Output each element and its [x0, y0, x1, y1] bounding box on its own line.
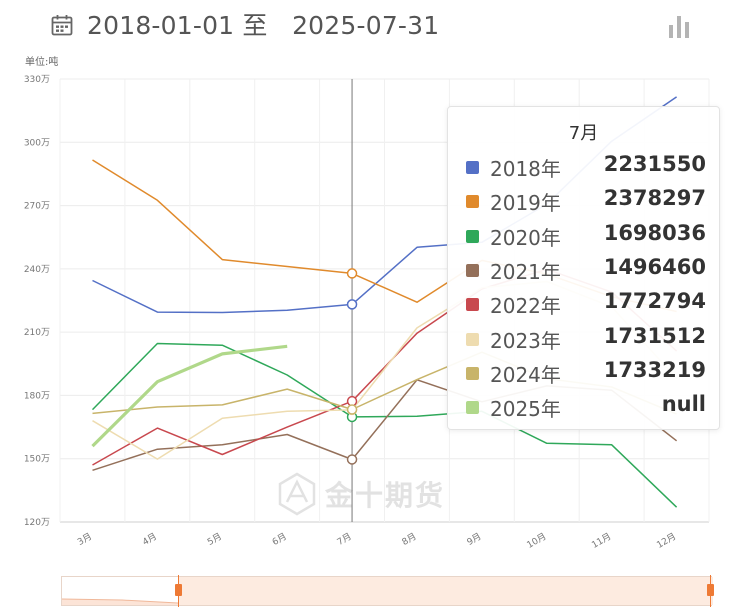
y-tick-label: 240万 [24, 265, 50, 275]
tooltip-series-value: 1698036 [603, 220, 706, 245]
y-tick-label: 300万 [24, 138, 50, 148]
tooltip-row: 2019年 2378297 [466, 185, 706, 215]
y-tick-label: 120万 [24, 518, 50, 528]
tooltip-series-value: null [661, 392, 706, 417]
x-tick-label: 3月 [76, 531, 94, 548]
slider-handle-left[interactable] [175, 575, 182, 607]
y-tick-label: 180万 [24, 391, 50, 401]
series-point [346, 454, 358, 465]
tooltip-series-name: 2021年 [490, 259, 561, 284]
tooltip-series-name: 2018年 [490, 157, 561, 181]
series-point [346, 299, 358, 310]
x-tick-label: 12月 [655, 531, 678, 551]
tooltip-row: 2023年 1731512 [466, 323, 706, 353]
zoom-slider[interactable] [61, 575, 714, 607]
tooltip-series-value: 1733219 [603, 357, 706, 382]
unit-label: 单位:吨 [25, 57, 59, 68]
legend-swatch [466, 195, 479, 209]
tooltip-series-name: 2025年 [490, 397, 561, 422]
tooltip-series-name: 2023年 [490, 328, 561, 353]
x-tick-label: 9月 [465, 531, 483, 548]
tooltip-series-value: 1731512 [603, 323, 706, 348]
date-range-label[interactable]: 2018-01-01 至 2025-07-31 [87, 11, 440, 40]
tooltip-series-value: 1772794 [603, 289, 706, 314]
calendar-icon[interactable] [51, 14, 73, 36]
tooltip-row: 2018年 2231550 [466, 151, 706, 181]
highlight-markers [346, 268, 358, 465]
tooltip-series-value: 2378297 [603, 186, 706, 211]
tooltip-row: 2025年 null [466, 391, 706, 421]
tooltip-series-name: 2020年 [490, 225, 561, 250]
tooltip-row: 2020年 1698036 [466, 220, 706, 250]
bar-chart-icon[interactable] [667, 13, 691, 39]
legend-swatch [466, 366, 479, 380]
tooltip-series-name: 2022年 [490, 294, 561, 319]
tooltip-title: 7月 [568, 123, 599, 144]
chart-header: 2018-01-01 至 2025-07-31 [0, 0, 741, 50]
y-tick-label: 330万 [24, 75, 50, 85]
y-tick-label: 270万 [24, 202, 50, 212]
x-tick-label: 6月 [270, 531, 288, 548]
series-line [91, 342, 678, 508]
tooltip: 7月 2018年 2231550 2019年 2378297 2020年 1698036 2… [447, 106, 720, 430]
tooltip-series-value: 2231550 [603, 152, 706, 176]
slider-selected-range [178, 577, 713, 605]
series-point [346, 404, 358, 415]
y-tick-label: 150万 [24, 455, 50, 465]
tooltip-row: 2022年 1772794 [466, 288, 706, 318]
x-tick-label: 10月 [525, 531, 548, 551]
tooltip-series-value: 1496460 [603, 254, 706, 279]
x-tick-label: 8月 [400, 531, 418, 548]
legend-swatch [466, 401, 479, 415]
y-tick-label: 210万 [24, 328, 50, 338]
series-point [346, 268, 358, 279]
x-tick-label: 4月 [141, 531, 159, 548]
legend-swatch [466, 332, 479, 346]
legend-swatch [466, 229, 479, 243]
tooltip-series-name: 2019年 [490, 191, 561, 216]
tooltip-row: 2021年 1496460 [466, 254, 706, 284]
x-tick-label: 7月 [335, 531, 353, 548]
x-tick-label: 5月 [205, 531, 223, 548]
legend-swatch [466, 263, 479, 277]
slider-handle-right[interactable] [707, 575, 714, 607]
series-line [91, 344, 288, 448]
legend-swatch [466, 161, 479, 174]
legend-swatch [466, 298, 479, 312]
x-tick-label: 11月 [590, 531, 613, 551]
tooltip-series-name: 2024年 [490, 362, 561, 387]
jin10-logo-icon [278, 472, 316, 516]
tooltip-row: 2024年 1733219 [466, 357, 706, 387]
